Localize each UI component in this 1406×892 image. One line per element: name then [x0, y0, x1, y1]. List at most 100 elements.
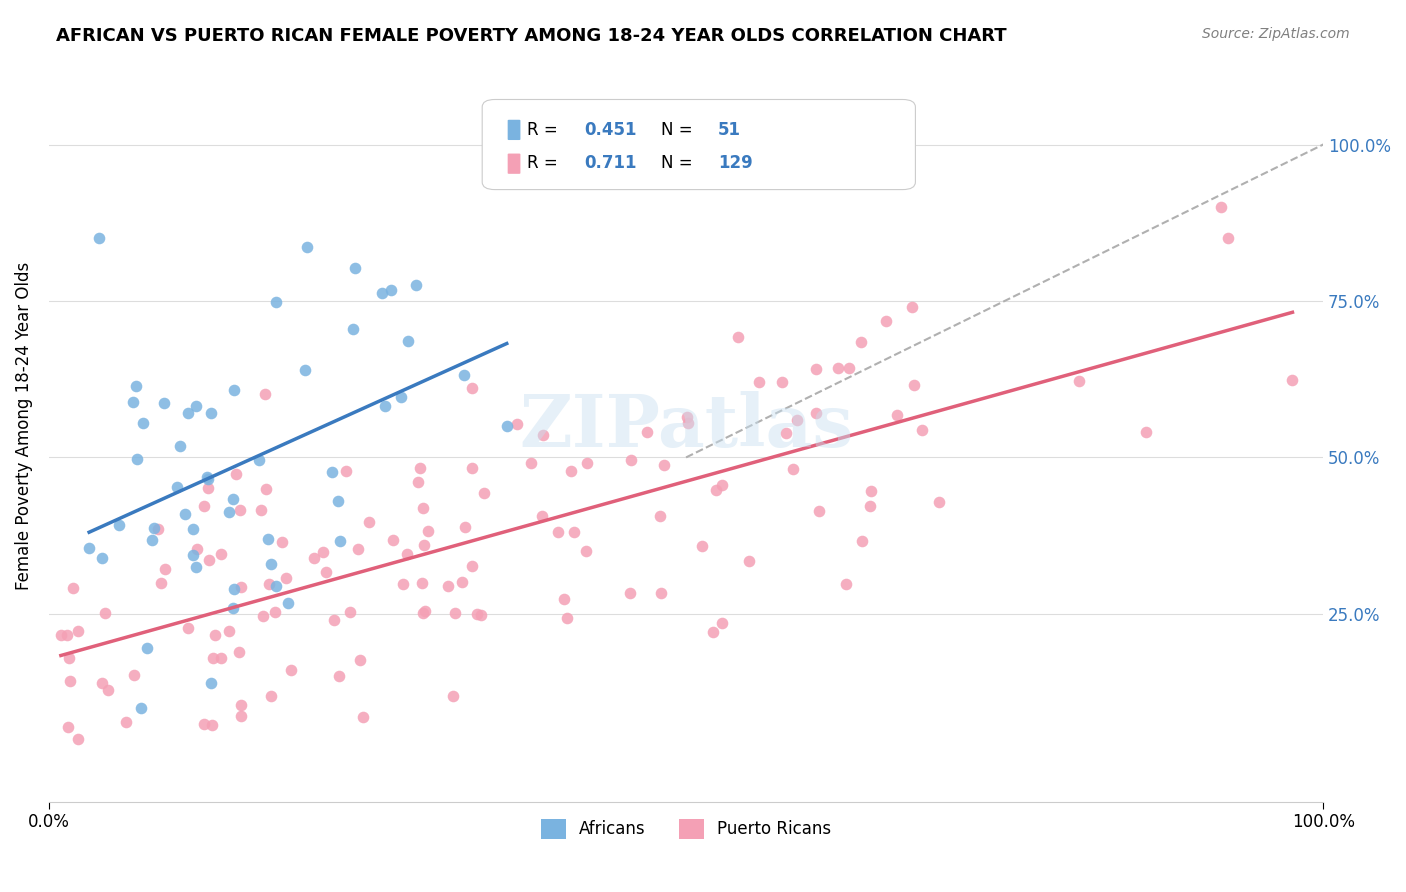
Point [121, 395, 143, 409]
Point [197, 472, 219, 486]
Point [264, 579, 287, 593]
Point [903, 377, 925, 392]
Point [470, 608, 492, 623]
Point [454, 519, 477, 533]
Point [59, 674, 82, 689]
Point [408, 475, 430, 490]
Text: 51: 51 [718, 120, 741, 138]
Point [465, 607, 488, 622]
Point [347, 541, 370, 556]
Point [405, 278, 427, 293]
Point [547, 524, 569, 539]
Point [142, 521, 165, 535]
Point [1135, 425, 1157, 439]
Point [335, 464, 357, 478]
Point [253, 386, 276, 401]
Point [727, 330, 749, 344]
Point [560, 464, 582, 478]
Point [574, 543, 596, 558]
Point [678, 416, 700, 430]
Point [225, 467, 247, 482]
Point [193, 499, 215, 513]
FancyBboxPatch shape [508, 120, 520, 140]
Point [859, 499, 882, 513]
Point [886, 409, 908, 423]
Point [312, 545, 335, 559]
Point [619, 585, 641, 599]
Point [294, 362, 316, 376]
Point [654, 458, 676, 472]
Point [770, 375, 793, 389]
Point [169, 439, 191, 453]
Point [197, 481, 219, 495]
Point [302, 551, 325, 566]
Point [58, 650, 80, 665]
Text: ZIPatlas: ZIPatlas [519, 391, 853, 462]
Point [276, 571, 298, 585]
Point [1216, 231, 1239, 245]
Text: 0.451: 0.451 [583, 120, 637, 138]
Point [129, 700, 152, 714]
Point [453, 368, 475, 383]
Point [229, 698, 252, 713]
Point [412, 606, 434, 620]
Point [472, 486, 495, 500]
Text: Source: ZipAtlas.com: Source: ZipAtlas.com [1202, 27, 1350, 41]
FancyBboxPatch shape [482, 100, 915, 190]
Point [371, 285, 394, 300]
Point [349, 653, 371, 667]
Point [229, 580, 252, 594]
Text: N =: N = [661, 154, 697, 172]
Point [412, 500, 434, 515]
Point [297, 240, 319, 254]
Point [247, 453, 270, 467]
Point [901, 300, 924, 314]
Point [276, 596, 298, 610]
Point [141, 533, 163, 547]
Point [1281, 373, 1303, 387]
Point [690, 539, 713, 553]
Point [451, 575, 474, 590]
Point [461, 381, 484, 395]
Point [875, 314, 897, 328]
Point [395, 547, 418, 561]
Point [389, 391, 412, 405]
Point [676, 410, 699, 425]
Point [775, 426, 797, 441]
Point [411, 576, 433, 591]
Point [263, 605, 285, 619]
Point [173, 507, 195, 521]
Point [222, 582, 245, 597]
Point [344, 260, 367, 275]
Point [339, 605, 361, 619]
Point [804, 362, 827, 376]
Point [461, 558, 484, 573]
Point [495, 418, 517, 433]
Text: AFRICAN VS PUERTO RICAN FEMALE POVERTY AMONG 18-24 YEAR OLDS CORRELATION CHART: AFRICAN VS PUERTO RICAN FEMALE POVERTY A… [56, 27, 1007, 45]
Point [804, 406, 827, 420]
Point [710, 478, 733, 492]
Text: R =: R = [527, 120, 562, 138]
Point [125, 379, 148, 393]
Point [67, 731, 90, 746]
Point [209, 651, 232, 665]
Point [1069, 374, 1091, 388]
Point [851, 335, 873, 350]
Point [382, 533, 405, 548]
Point [860, 484, 883, 499]
Point [782, 462, 804, 476]
Point [807, 504, 830, 518]
Point [380, 283, 402, 297]
Point [835, 576, 858, 591]
Point [650, 509, 672, 524]
Point [209, 547, 232, 561]
Point [153, 562, 176, 576]
Point [329, 533, 352, 548]
Point [250, 503, 273, 517]
Point [201, 717, 224, 731]
Point [555, 611, 578, 625]
Point [228, 503, 250, 517]
Point [132, 416, 155, 430]
Point [711, 616, 734, 631]
Point [222, 600, 245, 615]
